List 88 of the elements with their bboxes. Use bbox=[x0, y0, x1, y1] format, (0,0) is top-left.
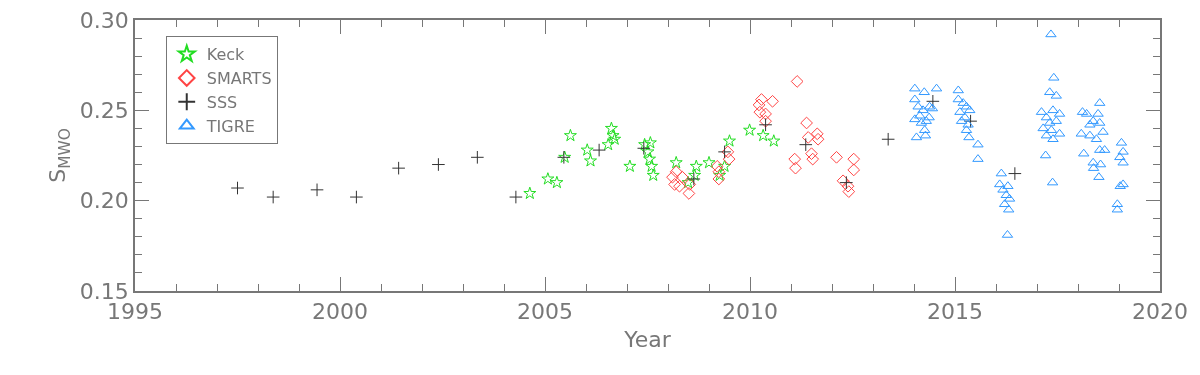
point bbox=[606, 128, 620, 142]
point bbox=[702, 155, 716, 169]
legend-label: TIGRE bbox=[205, 116, 255, 136]
point bbox=[666, 170, 679, 184]
point bbox=[523, 186, 537, 200]
point bbox=[842, 185, 856, 198]
point bbox=[431, 157, 446, 172]
point bbox=[756, 128, 770, 142]
point bbox=[580, 143, 594, 156]
point bbox=[790, 75, 804, 88]
point bbox=[805, 147, 818, 161]
point bbox=[550, 175, 564, 189]
point bbox=[712, 172, 726, 186]
point bbox=[310, 183, 324, 197]
point bbox=[669, 155, 683, 169]
point bbox=[1008, 166, 1022, 181]
point bbox=[349, 190, 364, 204]
point bbox=[638, 137, 652, 151]
point bbox=[687, 172, 701, 186]
point bbox=[669, 165, 683, 179]
point bbox=[641, 145, 655, 158]
point bbox=[839, 175, 854, 190]
point bbox=[847, 163, 861, 177]
point bbox=[758, 117, 773, 132]
point bbox=[718, 159, 732, 172]
point bbox=[604, 121, 618, 134]
x-tick-label: 2015 bbox=[927, 299, 983, 325]
point bbox=[563, 128, 577, 142]
point bbox=[766, 94, 779, 108]
x-tick-label: 2010 bbox=[722, 299, 778, 325]
legend-label: SSS bbox=[206, 93, 238, 112]
y-tick-label: 0.30 bbox=[79, 7, 129, 33]
point bbox=[810, 127, 824, 141]
point bbox=[798, 137, 813, 152]
point bbox=[637, 141, 651, 156]
point bbox=[710, 159, 724, 173]
point bbox=[643, 152, 657, 165]
point bbox=[723, 134, 736, 147]
point bbox=[801, 131, 815, 144]
point bbox=[755, 93, 768, 106]
point bbox=[676, 170, 689, 184]
point bbox=[646, 168, 660, 181]
point bbox=[509, 190, 523, 204]
point bbox=[682, 187, 696, 200]
point bbox=[689, 159, 703, 172]
point bbox=[470, 150, 485, 165]
point bbox=[806, 152, 820, 166]
point bbox=[926, 94, 940, 109]
point bbox=[841, 179, 855, 193]
x-tick-label: 2000 bbox=[312, 299, 368, 325]
x-axis-title: Year bbox=[623, 326, 672, 352]
point bbox=[753, 105, 767, 119]
point bbox=[789, 161, 802, 175]
point bbox=[836, 174, 850, 188]
point bbox=[759, 114, 772, 128]
point bbox=[830, 150, 843, 164]
x-tick-label: 2005 bbox=[517, 299, 573, 325]
point bbox=[601, 137, 615, 151]
point bbox=[645, 159, 659, 172]
point bbox=[788, 152, 802, 166]
point bbox=[673, 179, 686, 193]
point bbox=[623, 159, 637, 172]
point bbox=[391, 161, 406, 175]
point bbox=[811, 132, 825, 146]
point bbox=[688, 168, 702, 181]
point bbox=[266, 190, 280, 204]
point bbox=[722, 152, 736, 166]
point bbox=[608, 132, 622, 145]
y-tick-label: 0.20 bbox=[79, 188, 129, 214]
point bbox=[668, 178, 681, 191]
point bbox=[847, 152, 861, 166]
point bbox=[881, 132, 895, 147]
y-tick-label: 0.25 bbox=[79, 98, 129, 124]
point bbox=[230, 181, 245, 195]
point bbox=[752, 98, 766, 112]
legend-label: Keck bbox=[206, 45, 246, 65]
point bbox=[743, 123, 757, 136]
point bbox=[541, 172, 555, 185]
point bbox=[592, 143, 606, 157]
point bbox=[717, 145, 732, 159]
point bbox=[721, 145, 735, 159]
legend-label: SMARTS bbox=[206, 69, 272, 89]
point bbox=[643, 136, 657, 149]
point bbox=[759, 107, 772, 121]
point bbox=[584, 154, 597, 167]
point bbox=[800, 116, 813, 130]
point bbox=[767, 134, 781, 147]
x-tick-label: 2020 bbox=[1132, 299, 1188, 325]
